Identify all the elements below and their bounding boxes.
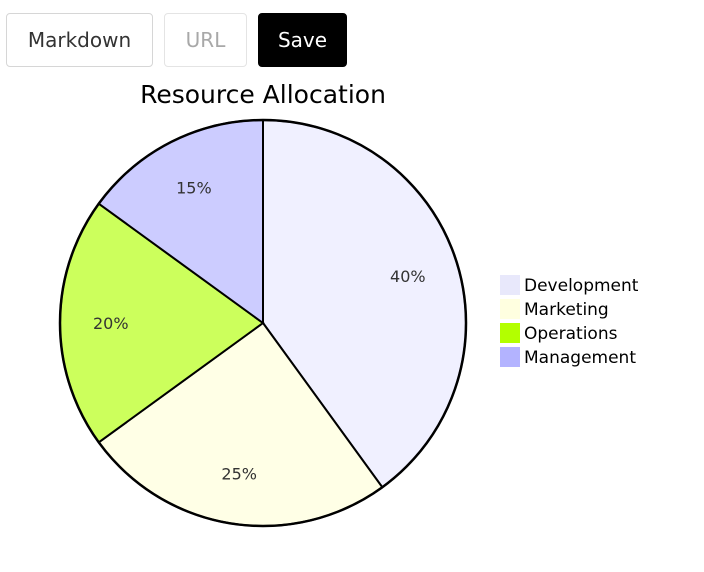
legend-swatch-development — [500, 275, 520, 295]
legend-label-marketing: Marketing — [524, 300, 609, 320]
legend-label-development: Development — [524, 276, 639, 296]
slice-label-development: 40% — [390, 267, 426, 286]
slice-label-marketing: 25% — [221, 464, 257, 483]
url-button[interactable]: URL — [164, 13, 247, 67]
chart-title: Resource Allocation — [140, 80, 386, 109]
pie-outline — [58, 118, 468, 528]
legend: Development Marketing Operations Management — [500, 275, 639, 368]
pie-slice-labels: 40% 25% 20% 15% — [93, 178, 426, 483]
markdown-button[interactable]: Markdown — [6, 13, 153, 67]
legend-swatch-operations — [500, 323, 520, 343]
pie-chart: Resource Allocation 40% 25% 20% 15% Develop… — [58, 80, 639, 528]
legend-label-management: Management — [524, 348, 636, 368]
pie-slices — [59, 118, 467, 527]
save-button[interactable]: Save — [258, 13, 347, 67]
toolbar: Markdown URL Save — [6, 13, 347, 67]
slice-label-operations: 20% — [93, 314, 129, 333]
legend-swatch-marketing — [500, 299, 520, 319]
legend-label-operations: Operations — [524, 324, 618, 344]
legend-swatch-management — [500, 347, 520, 367]
slice-label-management: 15% — [176, 178, 212, 197]
